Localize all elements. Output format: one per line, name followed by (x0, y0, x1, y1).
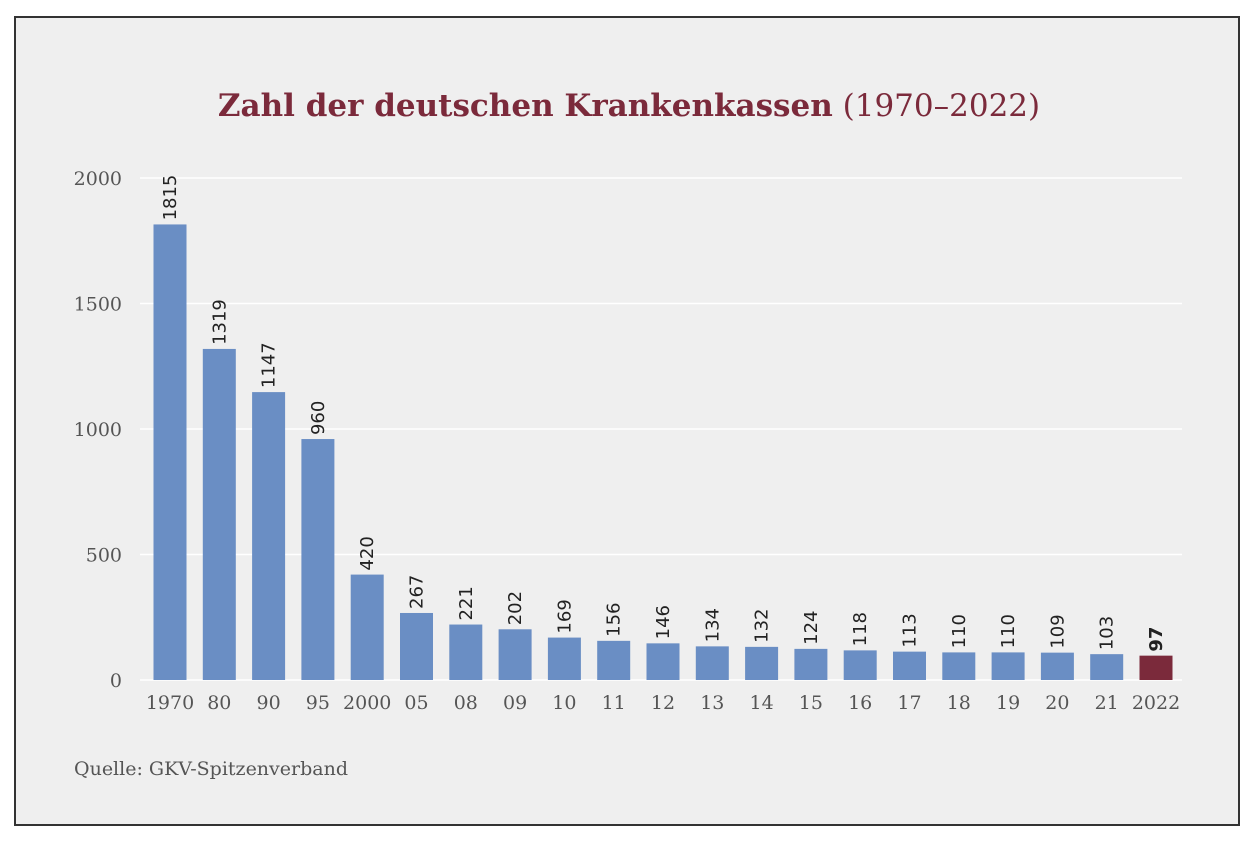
y-tick-label: 1500 (74, 294, 122, 316)
bar (597, 640, 631, 680)
y-tick-label: 1000 (74, 419, 122, 441)
bar (449, 624, 483, 680)
bar (350, 574, 384, 680)
bar (646, 643, 680, 680)
x-tick-label: 18 (947, 692, 971, 714)
bar (991, 652, 1025, 680)
x-tick-label: 1970 (146, 692, 194, 714)
data-label: 132 (752, 609, 773, 643)
data-label: 1319 (209, 299, 230, 345)
x-tick-label: 21 (1095, 692, 1119, 714)
chart-title-main: Zahl der deutschen Krankenkassen (217, 88, 833, 124)
data-label: 134 (702, 608, 723, 642)
x-tick-label: 19 (996, 692, 1020, 714)
x-tick-label: 09 (503, 692, 527, 714)
bar (1139, 655, 1173, 680)
bar (547, 637, 581, 680)
data-label: 169 (554, 599, 575, 633)
data-label: 267 (407, 575, 428, 609)
chart-title: Zahl der deutschen Krankenkassen (1970–2… (16, 88, 1242, 124)
x-tick-label: 13 (700, 692, 724, 714)
x-tick-label: 20 (1045, 692, 1069, 714)
bar (695, 646, 729, 680)
data-label: 156 (604, 602, 625, 636)
chart-frame: Zahl der deutschen Krankenkassen (1970–2… (14, 16, 1240, 826)
x-tick-label: 05 (404, 692, 428, 714)
bar (745, 646, 779, 680)
data-label: 97 (1146, 627, 1167, 652)
x-tick-label: 90 (257, 692, 281, 714)
source-note: Quelle: GKV-Spitzenverband (74, 758, 348, 780)
y-axis-ticks: 0 500 1000 1500 2000 (74, 168, 122, 692)
x-tick-label: 10 (552, 692, 576, 714)
x-tick-label: 2000 (343, 692, 391, 714)
data-label: 110 (949, 614, 970, 648)
x-tick-label: 80 (207, 692, 231, 714)
y-tick-label: 2000 (74, 168, 122, 190)
data-label: 146 (653, 605, 674, 639)
data-label: 113 (900, 613, 921, 647)
data-label: 103 (1097, 616, 1118, 650)
data-label: 960 (308, 401, 329, 435)
x-axis-ticks: 1970 80 90 95 2000 05 08 09 10 11 12 13 14 15 16 17 18 19… (146, 692, 1180, 714)
data-label: 124 (801, 611, 822, 645)
x-tick-label: 15 (799, 692, 823, 714)
bar (1090, 654, 1124, 680)
x-tick-label: 08 (454, 692, 478, 714)
x-tick-label: 11 (602, 692, 626, 714)
x-tick-label: 95 (306, 692, 330, 714)
bar (794, 648, 828, 680)
gridlines (140, 177, 1182, 681)
y-tick-label: 500 (86, 545, 122, 567)
bar (498, 629, 532, 680)
value-labels: 1815 1319 1147 960 420 267 221 202 169 156 146 134 1… (160, 175, 1167, 652)
bar (942, 652, 976, 680)
data-label: 110 (998, 614, 1019, 648)
x-tick-label: 14 (750, 692, 774, 714)
y-tick-label: 0 (110, 670, 122, 692)
data-label: 221 (456, 586, 477, 620)
data-label: 202 (505, 591, 526, 625)
data-label: 1147 (259, 342, 280, 388)
bar (202, 348, 236, 680)
bar (893, 651, 926, 680)
bar (153, 224, 187, 680)
bar (843, 650, 877, 680)
x-tick-label: 2022 (1132, 692, 1180, 714)
bars (153, 224, 1173, 680)
bar (1040, 652, 1074, 680)
bar (252, 392, 286, 680)
x-tick-label: 16 (848, 692, 872, 714)
data-label: 420 (357, 536, 378, 570)
bar (301, 439, 335, 680)
data-label: 118 (850, 612, 871, 646)
x-tick-label: 17 (897, 692, 921, 714)
data-label: 109 (1047, 614, 1068, 648)
chart-title-suffix: (1970–2022) (842, 88, 1041, 124)
x-tick-label: 12 (651, 692, 675, 714)
data-label: 1815 (160, 175, 181, 221)
bar (400, 612, 433, 680)
